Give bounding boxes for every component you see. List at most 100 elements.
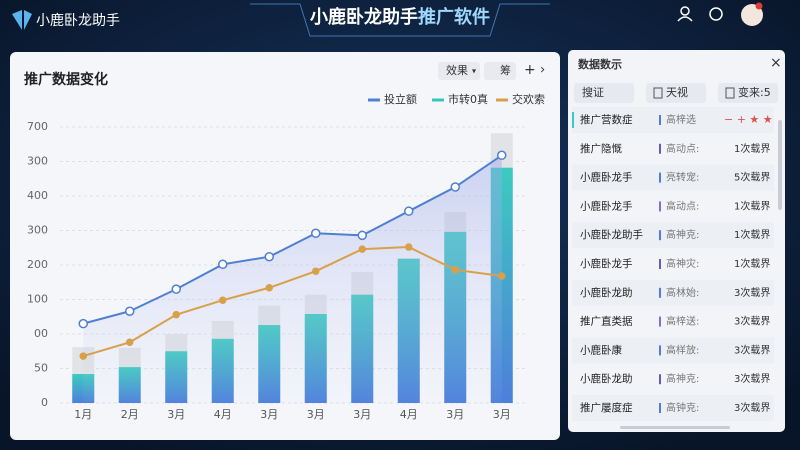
line bbox=[82, 246, 502, 358]
row-value: 3次载界 bbox=[734, 343, 770, 356]
row-value: 1次载界 bbox=[734, 142, 770, 155]
y-tick-label: 300 bbox=[27, 155, 48, 168]
user-icon[interactable] bbox=[680, 6, 690, 16]
x-tick-label: 4月 bbox=[214, 408, 232, 421]
line bbox=[82, 154, 503, 325]
y-tick-label: 0 bbox=[41, 396, 48, 409]
row[interactable] bbox=[572, 222, 774, 249]
list-title: 数据数示 bbox=[578, 57, 622, 71]
chart-title: 推广数据变化 bbox=[24, 71, 108, 88]
dropdown-label: 效果 bbox=[446, 63, 468, 77]
row-tag-mark bbox=[659, 143, 661, 154]
add-button[interactable]: + bbox=[524, 62, 536, 78]
row-value: 1次载界 bbox=[734, 257, 770, 270]
row-tag-mark bbox=[659, 316, 661, 327]
h-scrollbar[interactable] bbox=[620, 426, 730, 429]
filter-label: 筹 bbox=[500, 63, 511, 77]
row-value: 3次载界 bbox=[734, 401, 770, 414]
notification-dot bbox=[755, 2, 763, 10]
row-value: 1次载界 bbox=[734, 228, 770, 241]
row-name: 小鹿卧龙助手 bbox=[580, 228, 643, 241]
row-tag-mark bbox=[659, 115, 661, 125]
scrollbar[interactable] bbox=[778, 120, 782, 210]
tab-label: 搜证 bbox=[582, 85, 604, 99]
avatar[interactable] bbox=[741, 4, 763, 26]
point bbox=[79, 352, 87, 360]
row-name: 小鹿卧龙手 bbox=[580, 199, 633, 212]
row[interactable] bbox=[572, 395, 774, 421]
row-name: 推广隐慨 bbox=[580, 142, 622, 155]
row-tag: 高样放: bbox=[666, 343, 699, 356]
header-title: 小鹿卧龙助手推广软件 bbox=[310, 6, 490, 28]
point bbox=[218, 259, 228, 270]
row-tag-mark bbox=[659, 230, 661, 241]
row-value: 3次载界 bbox=[734, 286, 770, 299]
user-icon-body bbox=[677, 16, 693, 22]
point bbox=[78, 318, 88, 329]
row[interactable] bbox=[572, 193, 774, 220]
row-tag-mark bbox=[659, 259, 661, 269]
row[interactable] bbox=[572, 164, 774, 191]
row-tag-mark bbox=[659, 172, 661, 183]
row-tag: 高林始: bbox=[666, 286, 699, 299]
refresh-icon[interactable] bbox=[709, 7, 723, 21]
row[interactable] bbox=[572, 337, 774, 364]
row-name: 推广屡度症 bbox=[580, 401, 633, 414]
title-main: 小鹿卧龙助手 bbox=[310, 6, 418, 28]
tab-icon bbox=[653, 87, 663, 99]
point bbox=[497, 150, 507, 161]
tab-label: 天视 bbox=[666, 85, 688, 99]
row-tag: 高神灾: bbox=[666, 257, 699, 270]
row[interactable] bbox=[572, 366, 774, 393]
x-tick-label: 3月 bbox=[353, 408, 371, 421]
point bbox=[312, 267, 320, 275]
x-tick-label: 3月 bbox=[167, 408, 185, 421]
row-name: 小鹿卧康 bbox=[580, 343, 622, 356]
row-tag-mark bbox=[659, 403, 661, 413]
row-value: 5次载界 bbox=[734, 171, 770, 184]
filter-button[interactable] bbox=[484, 62, 516, 80]
y-tick-label: 50 bbox=[34, 362, 48, 375]
x-tick-label: 4月 bbox=[400, 408, 418, 421]
title-highlight: 推广软件 bbox=[418, 6, 490, 28]
row-indicator bbox=[572, 112, 574, 128]
row-tag: 高神克: bbox=[666, 372, 699, 385]
point bbox=[264, 251, 274, 262]
row-name: 小鹿卧龙助 bbox=[580, 286, 633, 299]
row-tag-mark bbox=[659, 345, 661, 356]
app-name: 小鹿卧龙助手 bbox=[36, 12, 120, 29]
point bbox=[358, 245, 366, 253]
row[interactable] bbox=[572, 107, 774, 133]
point bbox=[171, 284, 181, 294]
row-name: 小鹿卧龙手 bbox=[580, 257, 633, 270]
x-tick-label: 3月 bbox=[493, 408, 511, 421]
point bbox=[219, 296, 227, 304]
tab-icon bbox=[725, 87, 735, 99]
row-actions: − + ★ ★ bbox=[724, 113, 773, 126]
row[interactable] bbox=[572, 279, 774, 306]
next-button[interactable]: › bbox=[540, 63, 545, 78]
x-tick-label: 3月 bbox=[260, 408, 278, 421]
dropdown[interactable] bbox=[438, 62, 480, 80]
close-button[interactable]: × bbox=[770, 55, 782, 71]
legend-label: 市转0真 bbox=[448, 92, 488, 106]
chart: 0 50 00 100 200 300 400 300 700 1月 2月 3月 4月 3月 3月 3月 4月 3… bbox=[27, 92, 545, 421]
tab[interactable] bbox=[574, 83, 634, 103]
row-value: 3次载界 bbox=[734, 315, 770, 328]
y-tick-label: 00 bbox=[34, 327, 48, 340]
row-tag: 高动点: bbox=[666, 199, 699, 212]
legend-label: 投立额 bbox=[384, 92, 417, 106]
row[interactable] bbox=[572, 135, 774, 162]
point bbox=[125, 306, 135, 316]
x-tick-label: 3月 bbox=[307, 408, 325, 421]
point bbox=[126, 338, 134, 347]
point bbox=[404, 206, 414, 216]
row-tag-mark bbox=[659, 287, 661, 298]
row-name: 推广直类据 bbox=[580, 315, 633, 328]
row-tag-mark bbox=[659, 201, 661, 212]
row[interactable] bbox=[572, 251, 774, 277]
row[interactable] bbox=[572, 308, 774, 335]
row-tag: 高钟克: bbox=[666, 401, 699, 414]
